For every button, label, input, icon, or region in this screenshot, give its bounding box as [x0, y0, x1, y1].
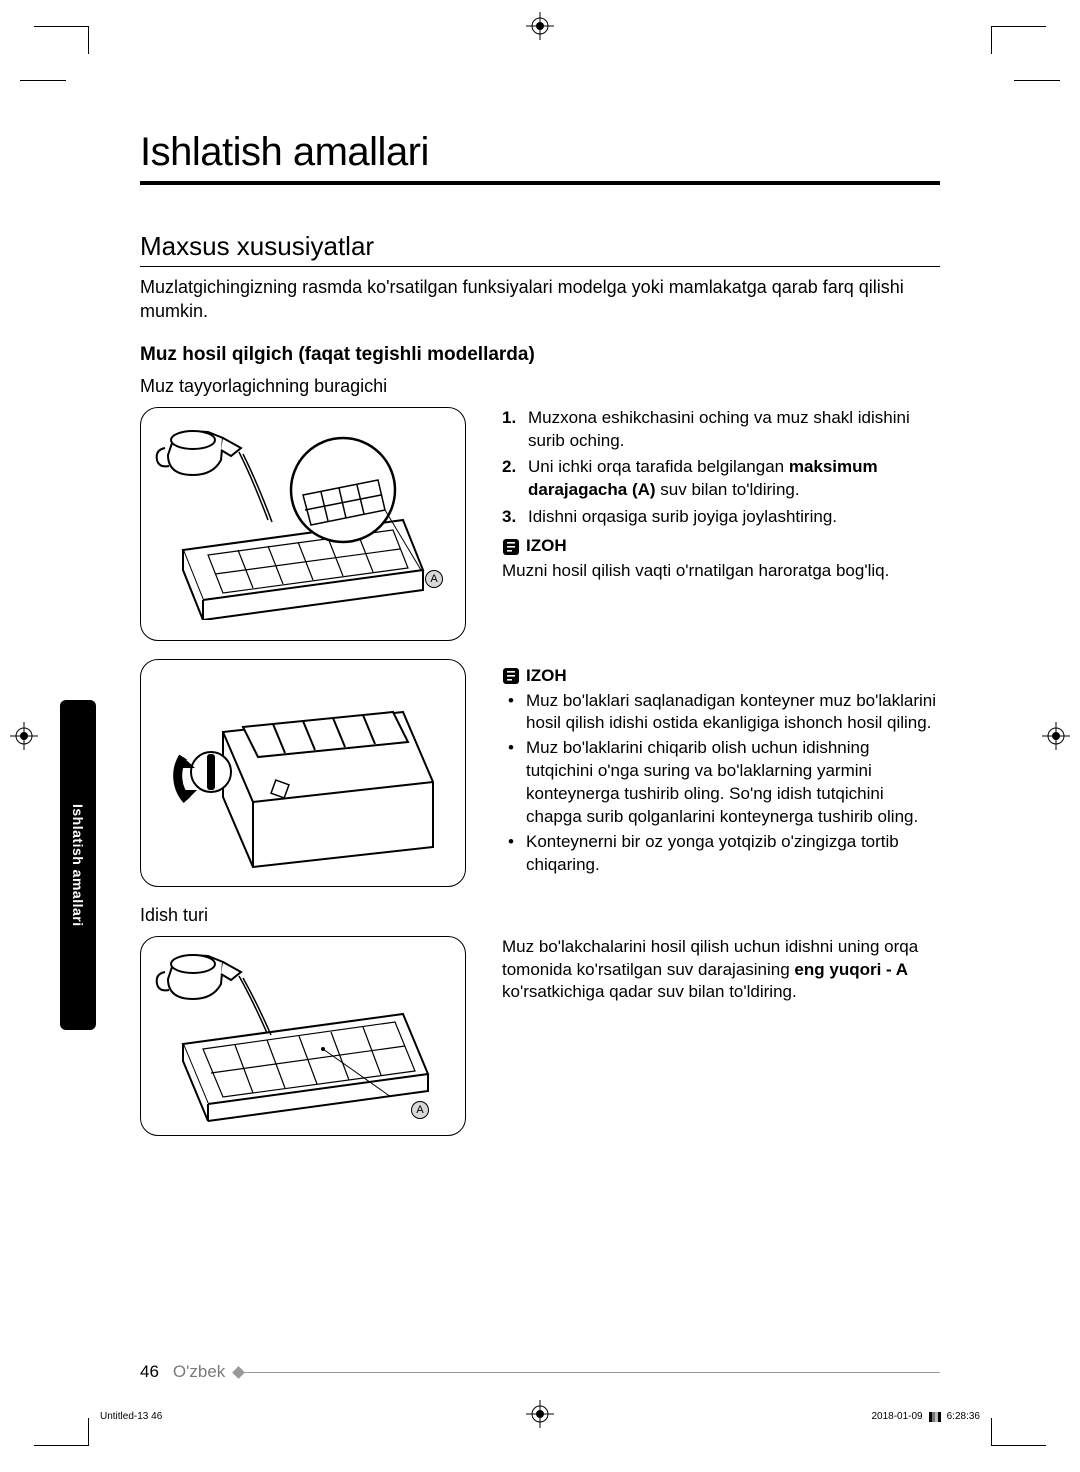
note-text: Muzni hosil qilish vaqti o'rnatilgan har…	[502, 560, 940, 583]
print-meta-timestamp: 2018-01-09 6:28:36	[871, 1411, 980, 1422]
tray-text: Muz bo'lakchalarini hosil qilish uchun i…	[502, 936, 940, 1005]
callout-a: A	[425, 570, 443, 588]
page-content: Ishlatish amallari Maxsus xususiyatlar M…	[140, 130, 940, 1154]
steps-list: Muzxona eshikchasini oching va muz shakl…	[502, 407, 940, 530]
footer-language: O'zbek	[173, 1362, 225, 1382]
tray-type-label: Idish turi	[140, 905, 940, 926]
section-tab: Ishlatish amallari	[60, 700, 96, 1030]
figure-ice-tray-fill: A	[140, 407, 466, 641]
callout-a: A	[411, 1101, 429, 1119]
crop-mark	[992, 26, 1046, 27]
knob-label: Muz tayyorlagichning buragichi	[140, 376, 940, 397]
note-bullets: Muz bo'laklari saqlanadigan konteyner mu…	[502, 690, 940, 878]
bullet-item: Muz bo'laklari saqlanadigan konteyner mu…	[502, 690, 940, 736]
step-item: Muzxona eshikchasini oching va muz shakl…	[502, 407, 940, 453]
crop-mark	[992, 1445, 1046, 1446]
color-bars-icon	[929, 1412, 941, 1422]
registration-mark-icon	[526, 12, 554, 40]
intro-text: Muzlatgichingizning rasmda ko'rsatilgan …	[140, 275, 940, 324]
step-item: Idishni orqasiga surib joyiga joylashtir…	[502, 506, 940, 529]
crop-mark	[34, 1445, 88, 1446]
section-title: Maxsus xususiyatlar	[140, 231, 940, 267]
crop-mark	[991, 26, 992, 54]
section-tab-label: Ishlatish amallari	[70, 804, 86, 927]
bullet-item: Muz bo'laklarini chiqarib olish uchun id…	[502, 737, 940, 829]
crop-mark	[20, 80, 66, 81]
note-heading: IZOH	[502, 665, 940, 688]
figure-tray-type: A	[140, 936, 466, 1136]
figure-ice-bin	[140, 659, 466, 887]
note-heading: IZOH	[502, 535, 940, 558]
registration-mark-icon	[10, 722, 38, 750]
registration-mark-icon	[526, 1400, 554, 1428]
page-footer: 46 O'zbek	[140, 1362, 940, 1382]
registration-mark-icon	[1042, 722, 1070, 750]
crop-mark	[88, 26, 89, 54]
crop-mark	[991, 1418, 992, 1446]
step-item: Uni ichki orqa tarafida belgilangan maks…	[502, 456, 940, 502]
print-meta-filename: Untitled-13 46	[100, 1411, 162, 1422]
page-number: 46	[140, 1362, 159, 1382]
note-icon	[502, 667, 520, 685]
chapter-title: Ishlatish amallari	[140, 130, 940, 185]
note-icon	[502, 538, 520, 556]
ice-maker-heading: Muz hosil qilgich (faqat tegishli modell…	[140, 344, 940, 366]
crop-mark	[88, 1418, 89, 1446]
bullet-item: Konteynerni bir oz yonga yotqizib o'zing…	[502, 831, 940, 877]
crop-mark	[34, 26, 88, 27]
crop-mark	[1014, 80, 1060, 81]
footer-rule	[239, 1372, 940, 1373]
